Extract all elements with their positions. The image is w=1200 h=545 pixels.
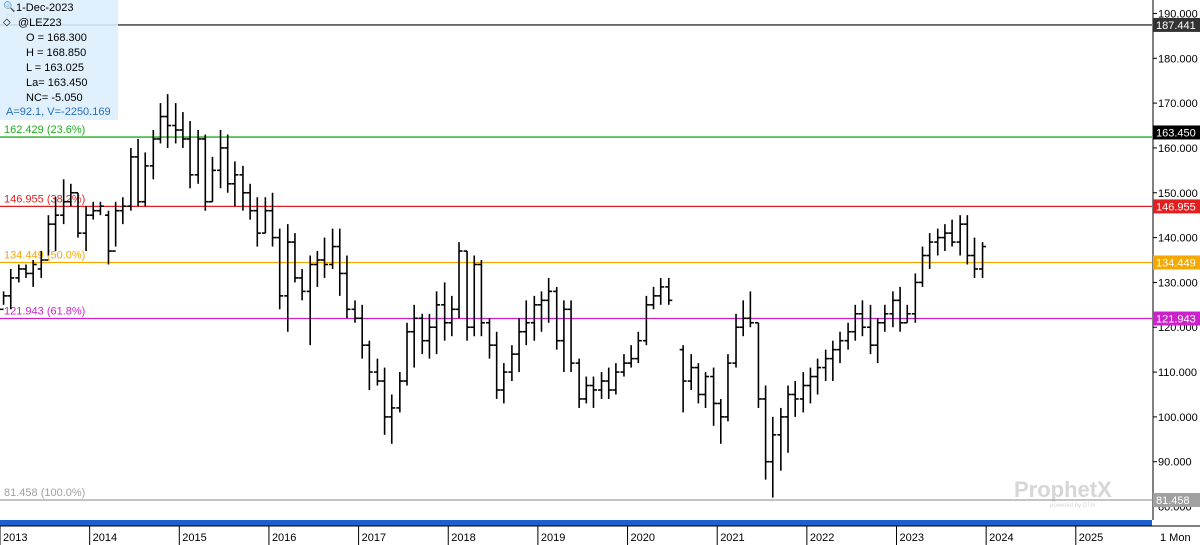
x-tick-label: 2017 xyxy=(362,532,386,544)
level-badge-label: 187.441 xyxy=(1156,20,1196,32)
y-tick-label: 180.000 xyxy=(1158,53,1198,65)
info-symbol: @LEZ23 xyxy=(18,17,62,29)
info-low: L = 163.025 xyxy=(26,62,85,74)
level-badge xyxy=(1153,493,1200,508)
y-tick-label: 150.000 xyxy=(1158,188,1198,200)
info-open: O = 168.300 xyxy=(26,32,87,44)
y-tick-label: 130.000 xyxy=(1158,277,1198,289)
period-label: 1 Mon xyxy=(1160,532,1191,544)
last-price-badge xyxy=(1153,125,1200,140)
level-left-label: 162.429 (23.6%) xyxy=(4,124,85,136)
level-badge-label: 121.943 xyxy=(1156,314,1196,326)
level-badge-label: 146.955 xyxy=(1156,201,1196,213)
watermark-tagline: powered by DTN xyxy=(1050,503,1095,509)
level-badge xyxy=(1153,255,1200,270)
info-date: 1-Dec-2023 xyxy=(16,2,74,14)
x-tick-label: 2014 xyxy=(93,532,117,544)
x-tick-label: 2015 xyxy=(182,532,206,544)
y-tick-label: 170.000 xyxy=(1158,98,1198,110)
x-tick-label: 2021 xyxy=(720,532,744,544)
info-panel: 🔍 1-Dec-2023 ◇ @LEZ23 O = 168.300 H = 16… xyxy=(0,0,118,120)
magnifier-icon: 🔍 xyxy=(3,2,16,13)
x-axis-panel xyxy=(0,526,1200,545)
y-tick-label: 110.000 xyxy=(1158,367,1197,379)
y-tick-label: 90.000 xyxy=(1158,457,1192,469)
watermark-brand: ProphetX xyxy=(1014,477,1112,502)
level-left-label: 134.449 (50.0%) xyxy=(4,249,85,261)
level-badge-label: 81.458 xyxy=(1156,495,1190,507)
level-left-label: 121.943 (61.8%) xyxy=(4,306,85,318)
x-tick-label: 2024 xyxy=(989,532,1013,544)
x-tick-label: 2023 xyxy=(899,532,923,544)
x-tick-label: 2020 xyxy=(631,532,655,544)
plot-area xyxy=(0,0,1152,520)
diamond-icon: ◇ xyxy=(3,17,11,28)
last-price-label: 163.450 xyxy=(1156,127,1196,139)
level-badge xyxy=(1153,199,1200,214)
x-tick-label: 2018 xyxy=(451,532,475,544)
y-tick-label: 160.000 xyxy=(1158,143,1198,155)
y-tick-label: 140.000 xyxy=(1158,233,1198,245)
level-badge xyxy=(1153,17,1200,32)
level-left-label: 81.458 (100.0%) xyxy=(4,487,85,499)
info-high: H = 168.850 xyxy=(26,47,87,59)
y-tick-label: 100.000 xyxy=(1158,412,1198,424)
x-tick-label: 2013 xyxy=(3,532,27,544)
x-tick-label: 2019 xyxy=(541,532,565,544)
x-tick-label: 2022 xyxy=(810,532,834,544)
level-badge-label: 134.449 xyxy=(1156,257,1196,269)
x-tick-label: 2025 xyxy=(1079,532,1103,544)
level-badge xyxy=(1153,311,1200,326)
x-tick-label: 2016 xyxy=(272,532,296,544)
y-tick-label: 190.000 xyxy=(1158,8,1198,20)
info-last: La= 163.450 xyxy=(26,77,88,89)
info-extra: A=92.1, V=-2250.169 xyxy=(6,106,111,118)
info-net-change: NC= -5.050 xyxy=(26,92,83,104)
level-left-label: 146.955 (38.2%) xyxy=(4,193,85,205)
time-strip xyxy=(0,520,1152,526)
